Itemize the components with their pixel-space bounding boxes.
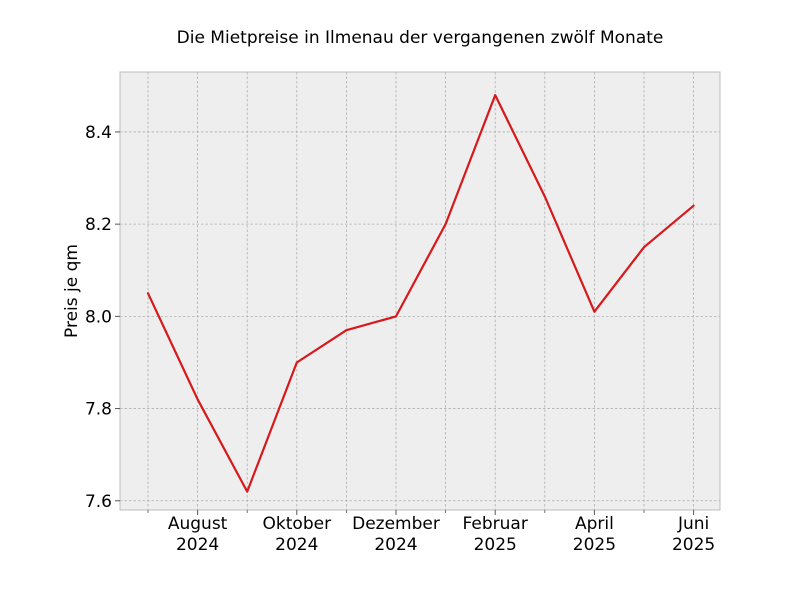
chart-title: Die Mietpreise in Ilmenau der vergangene… (177, 28, 664, 48)
x-tick-label: April 2025 (573, 514, 616, 555)
y-axis-label: Preis je qm (62, 244, 82, 338)
x-tick-label: Juni 2025 (672, 514, 715, 555)
x-tick-label: Februar 2025 (463, 514, 528, 555)
y-tick-label: 8.4 (85, 123, 112, 143)
grid-lines (120, 72, 720, 510)
x-tick-label: Oktober 2024 (263, 514, 332, 555)
y-tick-label: 7.8 (85, 400, 112, 420)
plot-area (120, 72, 720, 510)
y-tick-label: 8.2 (85, 215, 112, 235)
y-tick-label: 8.0 (85, 307, 112, 327)
plot-frame (119, 71, 721, 511)
y-tick-label: 7.6 (85, 492, 112, 512)
series-layer (146, 93, 695, 493)
x-tick-label: Dezember 2024 (352, 514, 440, 555)
axis-ticks: 7.6 7.8 8.0 8.2 8.4 August 2024 Oktober 2024 Deze… (85, 123, 715, 555)
series-line (146, 93, 695, 493)
x-tick-label: August 2024 (168, 514, 228, 555)
